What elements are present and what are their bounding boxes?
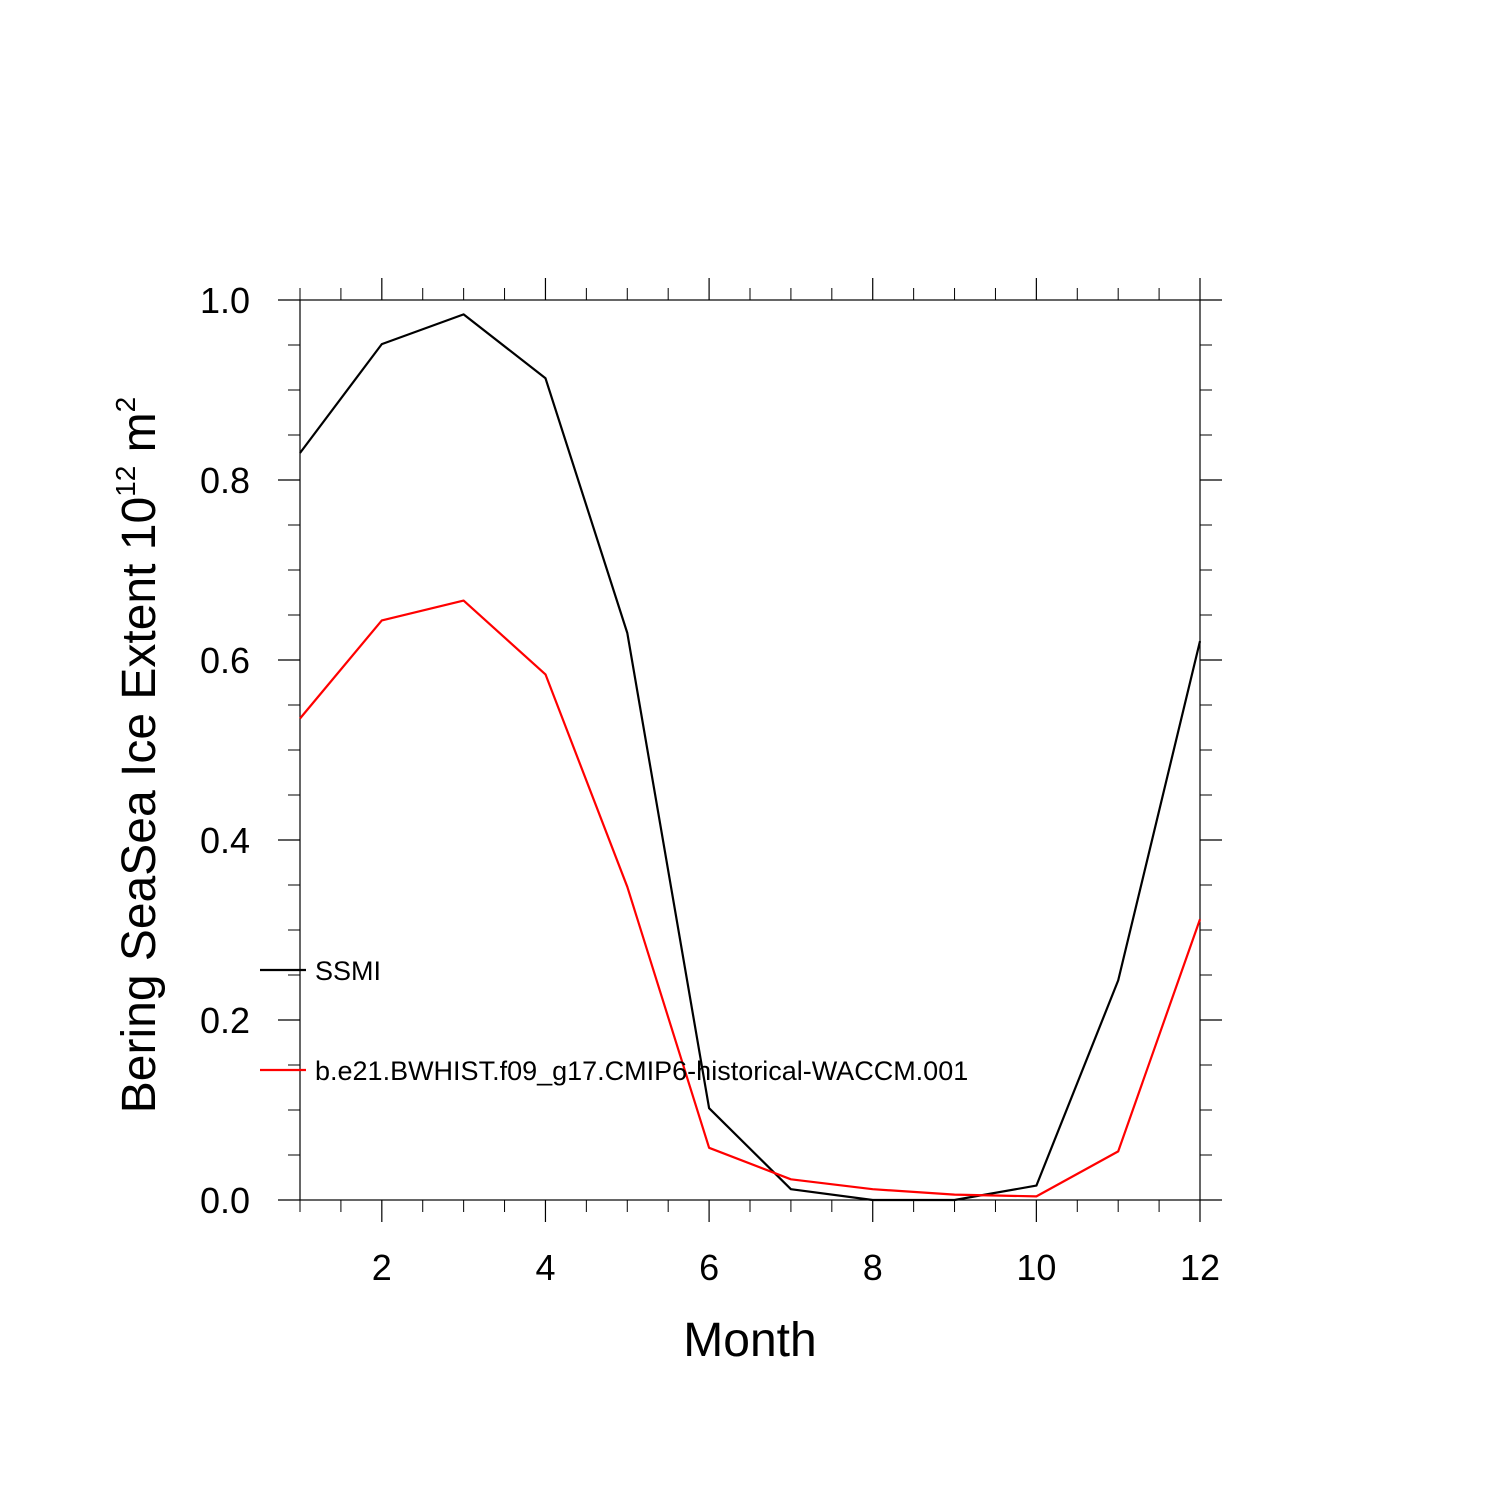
- y-axis-label-exponent: 12: [110, 466, 141, 497]
- y-tick-label: 0.0: [200, 1180, 250, 1221]
- x-tick-label: 8: [863, 1247, 883, 1288]
- y-tick-label: 0.2: [200, 1000, 250, 1041]
- x-axis-label: Month: [683, 1314, 816, 1367]
- series-lines: [299, 313, 1202, 1202]
- legend-label: b.e21.BWHIST.f09_g17.CMIP6-historical-WA…: [315, 1056, 968, 1086]
- major-ticks: [278, 278, 1222, 1222]
- series-line-waccm: [299, 599, 1202, 1198]
- x-tick-label: 2: [372, 1247, 392, 1288]
- series-line-ssmi: [299, 313, 1202, 1202]
- y-tick-label: 0.6: [200, 640, 250, 681]
- y-axis-label: Bering SeaSea Ice Extent 1012 m2: [110, 397, 166, 1113]
- y-tick-label: 0.8: [200, 460, 250, 501]
- x-tick-label: 6: [699, 1247, 719, 1288]
- legend-label: SSMI: [315, 956, 381, 986]
- x-tick-labels: 2 4 6 8 10 12: [372, 1247, 1220, 1288]
- x-tick-label: 10: [1016, 1247, 1056, 1288]
- y-tick-labels: 0.0 0.2 0.4 0.6 0.8 1.0: [200, 280, 250, 1221]
- y-axis-label-unit: m: [113, 412, 166, 465]
- plot-frame: [299, 299, 1201, 1201]
- y-tick-label: 1.0: [200, 280, 250, 321]
- y-tick-label: 0.4: [200, 820, 250, 861]
- x-tick-label: 4: [535, 1247, 555, 1288]
- y-axis-label-unit-exponent: 2: [110, 397, 141, 413]
- y-axis-label-main: Bering SeaSea Ice Extent 10: [113, 497, 166, 1113]
- x-tick-label: 12: [1180, 1247, 1220, 1288]
- minor-ticks: [288, 288, 1212, 1212]
- legend: SSMI b.e21.BWHIST.f09_g17.CMIP6-historica…: [260, 956, 968, 1086]
